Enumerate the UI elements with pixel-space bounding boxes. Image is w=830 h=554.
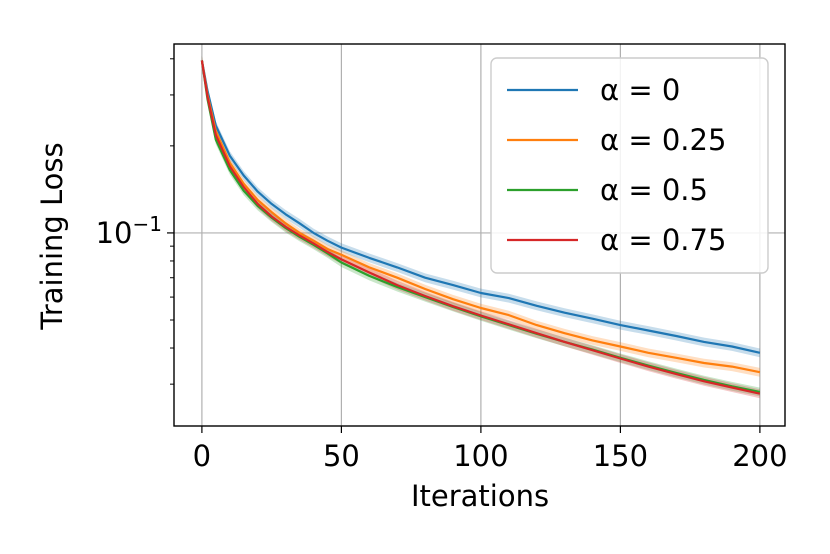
legend-label: α = 0 [600, 73, 680, 107]
series-line [200, 60, 761, 395]
series-band [201, 56, 760, 358]
x-tick-label: 150 [593, 439, 648, 473]
x-tick-label: 50 [323, 439, 360, 473]
legend-label: α = 0.5 [600, 173, 708, 207]
x-tick-label: 200 [732, 439, 787, 473]
x-axis-label: Iterations [411, 479, 549, 513]
legend: α = 0 α = 0.25 α = 0.5 α = 0.75 [490, 57, 769, 274]
legend-box [490, 57, 769, 274]
series-line [200, 60, 761, 354]
series-line [200, 60, 761, 374]
x-tick-label: 0 [193, 439, 211, 473]
legend-label: α = 0.75 [600, 223, 726, 257]
series-lines [200, 60, 761, 395]
confidence-bands [201, 56, 760, 399]
plot-frame [173, 43, 786, 427]
legend-label: α = 0.25 [600, 123, 726, 157]
axis-ticks: 0 50 100 150 200 10−1 [96, 58, 788, 473]
x-tick-label: 100 [453, 439, 508, 473]
y-tick-label: 10−1 [96, 212, 162, 250]
y-axis-label: Training Loss [35, 142, 69, 330]
